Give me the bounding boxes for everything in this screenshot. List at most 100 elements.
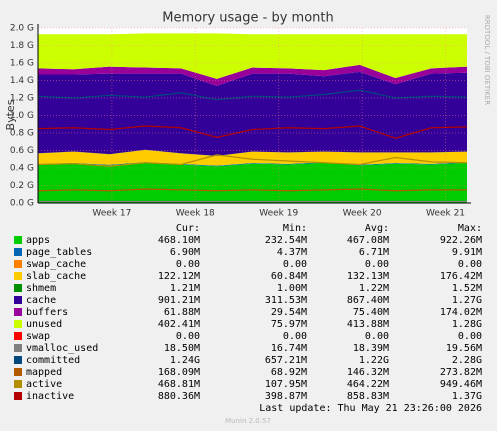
legend-value: 1.52M <box>452 283 482 294</box>
y-tick-label: 1.2 G <box>10 94 34 104</box>
legend-value: 132.13M <box>347 271 389 282</box>
legend-value: 107.95M <box>265 379 307 390</box>
legend-value: 867.40M <box>347 295 389 306</box>
legend-value: 2.28G <box>452 355 482 366</box>
legend-label: buffers <box>26 307 68 318</box>
legend-value: 1.22M <box>359 283 389 294</box>
line <box>37 188 467 192</box>
legend-swatch <box>14 248 22 256</box>
legend-label: slab_cache <box>26 271 86 282</box>
legend-label: mapped <box>26 367 62 378</box>
legend-value: 75.97M <box>271 319 307 330</box>
legend-value: 1.00M <box>277 283 307 294</box>
legend-swatch <box>14 368 22 376</box>
legend-value: 468.81M <box>158 379 200 390</box>
legend-value: 858.83M <box>347 391 389 402</box>
legend-value: 657.21M <box>265 355 307 366</box>
legend-value: 1.37G <box>452 391 482 402</box>
legend-label: page_tables <box>26 247 92 258</box>
x-tick-label: Week 17 <box>92 209 131 219</box>
legend-swatch <box>14 380 22 388</box>
legend-label: shmem <box>26 283 56 294</box>
y-tick-label: 2.0 G <box>10 24 34 34</box>
area <box>38 162 467 167</box>
y-tick-label: 0.8 G <box>10 129 34 139</box>
legend-label: swap_cache <box>26 259 86 270</box>
chart-title: Memory usage - by month <box>162 11 333 26</box>
y-tick-label: 1.8 G <box>10 41 34 51</box>
y-tick-label: 0.2 G <box>10 181 34 191</box>
legend-value: 1.27G <box>452 295 482 306</box>
legend-label: active <box>26 379 62 390</box>
legend-value: 880.36M <box>158 391 200 402</box>
y-tick-label: 1.6 G <box>10 59 34 69</box>
legend-value: 413.88M <box>347 319 389 330</box>
legend-swatch <box>14 320 22 328</box>
legend-label: swap <box>26 331 50 342</box>
legend-value: 60.84M <box>271 271 307 282</box>
legend-value: 398.87M <box>265 391 307 402</box>
legend-value: 1.22G <box>359 355 389 366</box>
legend-swatch <box>14 260 22 268</box>
legend-value: 16.74M <box>271 343 307 354</box>
x-tick-label: Week 19 <box>259 209 298 219</box>
line <box>37 125 468 139</box>
legend-value: 174.02M <box>440 307 482 318</box>
legend-value: 1.28G <box>452 319 482 330</box>
area <box>38 71 467 156</box>
legend-value: 18.50M <box>164 343 200 354</box>
legend-value: 232.54M <box>265 235 307 246</box>
area <box>38 33 467 79</box>
area <box>38 149 467 166</box>
y-tick-label: 0.0 G <box>10 199 34 209</box>
y-tick-label: 0.4 G <box>10 164 34 174</box>
legend-value: 18.39M <box>353 343 389 354</box>
legend-label: inactive <box>26 391 74 402</box>
column-header: Avg: <box>365 223 389 234</box>
legend-value: 467.08M <box>347 235 389 246</box>
legend-value: 464.22M <box>347 379 389 390</box>
legend-swatch <box>14 344 22 352</box>
legend-value: 68.92M <box>271 367 307 378</box>
area <box>38 64 467 86</box>
legend-value: 61.88M <box>164 307 200 318</box>
column-header: Cur: <box>176 223 200 234</box>
legend-value: 19.56M <box>446 343 482 354</box>
x-tick-label: Week 18 <box>176 209 215 219</box>
legend-value: 176.42M <box>440 271 482 282</box>
legend-value: 4.37M <box>277 247 307 258</box>
legend-value: 402.41M <box>158 319 200 330</box>
legend-value: 1.21M <box>170 283 200 294</box>
column-header: Max: <box>458 223 482 234</box>
legend-label: vmalloc_used <box>26 343 98 354</box>
legend-value: 0.00 <box>176 331 200 342</box>
legend-value: 0.00 <box>458 331 482 342</box>
legend-swatch <box>14 296 22 304</box>
y-tick-label: 0.6 G <box>10 146 34 156</box>
legend-value: 0.00 <box>283 331 307 342</box>
y-tick-label: 1.4 G <box>10 76 34 86</box>
legend-value: 1.24G <box>170 355 200 366</box>
legend-value: 311.53M <box>265 295 307 306</box>
y-axis-label: Bytes <box>4 99 17 130</box>
line <box>37 89 468 101</box>
version: Munin 2.0.57 <box>225 417 271 425</box>
x-tick-label: Week 20 <box>343 209 382 219</box>
legend-value: 922.26M <box>440 235 482 246</box>
footer: Last update: Thu May 21 23:26:00 2026 <box>259 403 482 414</box>
area <box>38 162 467 203</box>
legend-value: 0.00 <box>365 331 389 342</box>
legend-label: cache <box>26 295 56 306</box>
legend-swatch <box>14 356 22 364</box>
x-tick-label: Week 21 <box>426 209 465 219</box>
y-tick-label: 1.0 G <box>10 111 34 121</box>
legend-value: 29.54M <box>271 307 307 318</box>
legend-value: 75.40M <box>353 307 389 318</box>
legend-value: 6.90M <box>170 247 200 258</box>
legend-value: 0.00 <box>176 259 200 270</box>
legend-swatch <box>14 392 22 400</box>
legend-swatch <box>14 272 22 280</box>
legend-swatch <box>14 236 22 244</box>
